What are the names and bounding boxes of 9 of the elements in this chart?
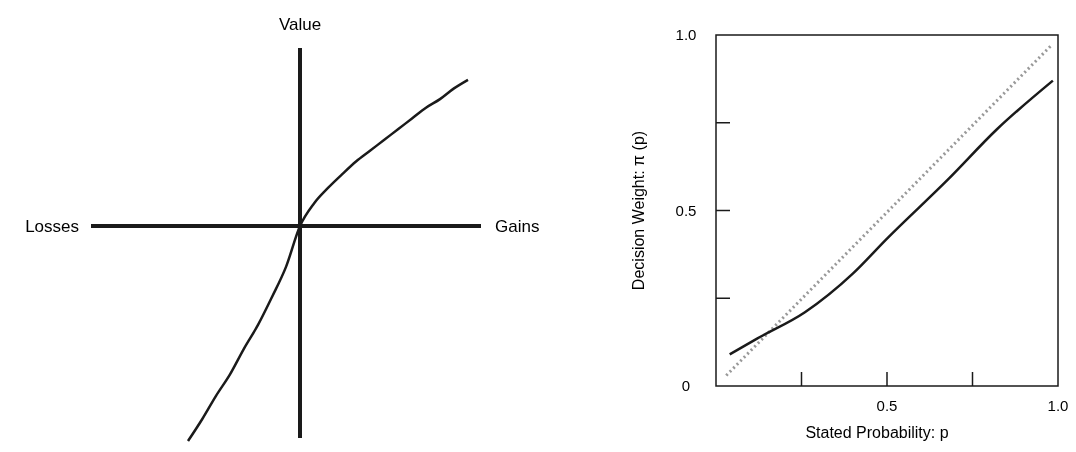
y-axis-title: Value [278,15,322,34]
y-tick-label: 0 [681,377,691,394]
y-tick-label: 0.5 [675,201,697,219]
y-tick-label: 1.0 [675,26,697,43]
x-axis-title: Stated Probability: p [805,424,949,441]
line-series [728,79,1055,356]
text: Losses [25,217,79,236]
y-axis-title: Decision Weight: π (p) [630,130,647,291]
text: Gains [495,217,540,236]
